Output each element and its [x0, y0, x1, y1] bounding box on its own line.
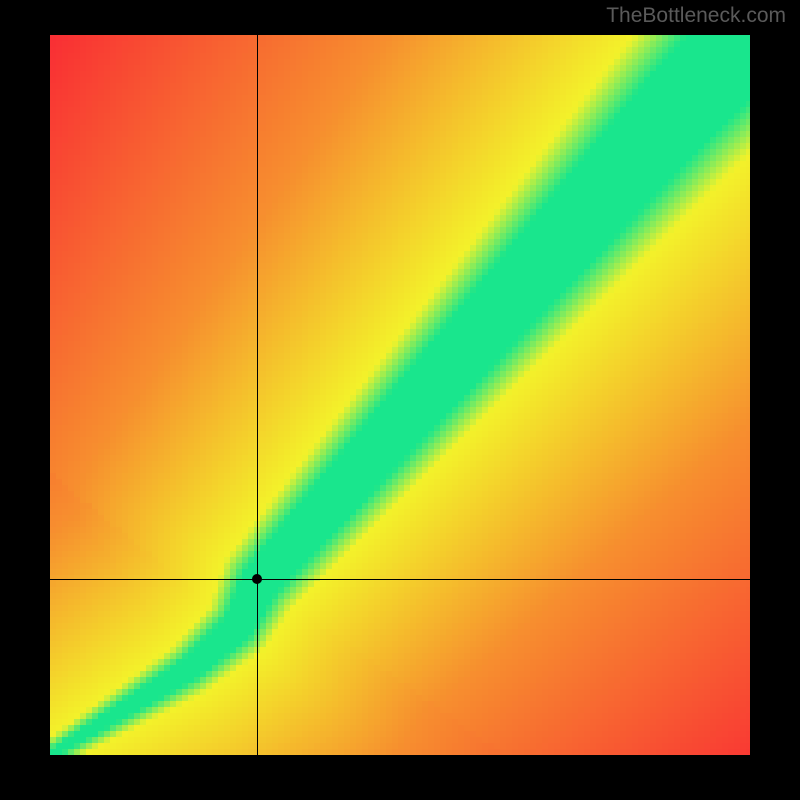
chart-frame: TheBottleneck.com: [0, 0, 800, 800]
crosshair-marker: [252, 574, 262, 584]
watermark-text: TheBottleneck.com: [606, 4, 786, 28]
crosshair-vertical: [257, 35, 258, 755]
heatmap-canvas: [50, 35, 750, 755]
heatmap-plot: [50, 35, 750, 755]
crosshair-horizontal: [50, 579, 750, 580]
